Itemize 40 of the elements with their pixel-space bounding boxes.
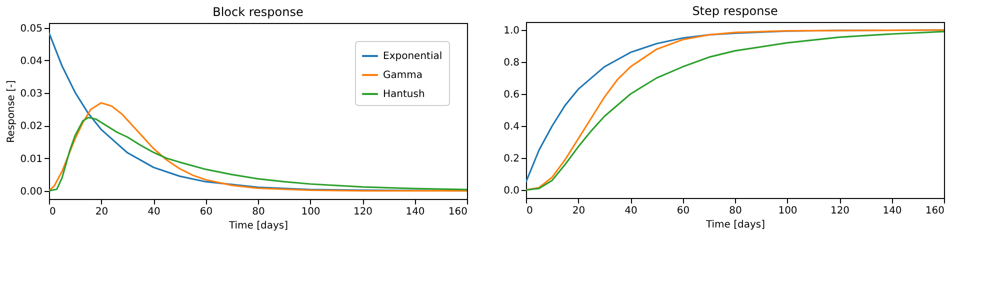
x-tick-label: 80 bbox=[252, 206, 265, 218]
legend-label: Hantush bbox=[383, 89, 425, 100]
y-tick-label: 0.05 bbox=[20, 23, 42, 34]
chart-title: Step response bbox=[692, 4, 778, 18]
x-tick-label: 60 bbox=[676, 206, 690, 216]
y-tick-label: 0.01 bbox=[20, 154, 42, 165]
x-axis-title: Time [days] bbox=[228, 220, 288, 232]
x-tick-label: 140 bbox=[406, 206, 425, 218]
legend-label: Gamma bbox=[383, 70, 422, 81]
x-axis-title: Time [days] bbox=[704, 220, 766, 230]
y-tick-label: 0.2 bbox=[504, 154, 520, 164]
x-tick-label: 20 bbox=[572, 206, 586, 216]
y-tick-label: 0.00 bbox=[20, 186, 42, 198]
y-tick-label: 0.0 bbox=[504, 186, 520, 196]
x-tick-label: 0 bbox=[50, 206, 56, 218]
line-series bbox=[49, 102, 467, 192]
x-tick-label: 60 bbox=[200, 206, 213, 218]
x-tick-label: 160 bbox=[448, 206, 468, 218]
y-tick-label: 0.6 bbox=[504, 90, 520, 100]
y-tick-label: 0.8 bbox=[504, 58, 520, 68]
y-tick-label: 0.02 bbox=[20, 121, 42, 132]
x-tick-label: 20 bbox=[95, 206, 108, 218]
x-tick-label: 120 bbox=[353, 206, 373, 218]
x-tick-label: 0 bbox=[526, 206, 533, 216]
x-tick-label: 80 bbox=[729, 206, 742, 216]
x-tick-label: 100 bbox=[301, 206, 320, 218]
y-axis-title: Response [-] bbox=[6, 80, 18, 143]
y-tick-label: 0.4 bbox=[504, 122, 520, 132]
y-tick-label: 0.03 bbox=[20, 88, 42, 100]
x-tick-label: 140 bbox=[882, 206, 902, 216]
x-tick-label: 120 bbox=[830, 206, 850, 216]
x-tick-label: 40 bbox=[624, 206, 638, 216]
x-tick-label: 160 bbox=[925, 206, 944, 216]
chart-title: Block response bbox=[212, 4, 304, 19]
x-tick-label: 100 bbox=[778, 206, 798, 216]
legend-label: Exponential bbox=[383, 51, 442, 62]
line-series bbox=[49, 116, 467, 192]
y-tick-label: 0.04 bbox=[20, 56, 42, 67]
y-tick-label: 1.0 bbox=[504, 26, 520, 36]
x-tick-label: 40 bbox=[148, 206, 160, 218]
